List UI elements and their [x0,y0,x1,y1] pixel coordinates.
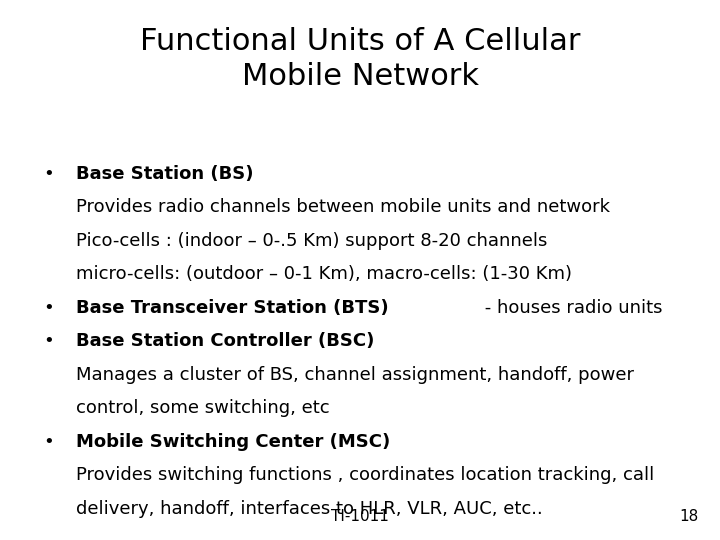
Text: •: • [43,299,54,316]
Text: Functional Units of A Cellular
Mobile Network: Functional Units of A Cellular Mobile Ne… [140,27,580,91]
Text: Manages a cluster of BS, channel assignment, handoff, power: Manages a cluster of BS, channel assignm… [76,366,634,383]
Text: - houses radio units: - houses radio units [479,299,662,316]
Text: micro-cells: (outdoor – 0-1 Km), macro-cells: (1-30 Km): micro-cells: (outdoor – 0-1 Km), macro-c… [76,265,572,283]
Text: Base Station (BS): Base Station (BS) [76,165,253,183]
Text: •: • [43,433,54,450]
Text: •: • [43,332,54,350]
Text: delivery, handoff, interfaces to HLR, VLR, AUC, etc..: delivery, handoff, interfaces to HLR, VL… [76,500,542,517]
Text: Pico-cells : (indoor – 0-.5 Km) support 8-20 channels: Pico-cells : (indoor – 0-.5 Km) support … [76,232,547,249]
Text: TI-1011: TI-1011 [331,509,389,524]
Text: 18: 18 [679,509,698,524]
Text: Provides switching functions , coordinates location tracking, call: Provides switching functions , coordinat… [76,466,654,484]
Text: Base Transceiver Station (BTS): Base Transceiver Station (BTS) [76,299,388,316]
Text: •: • [43,165,54,183]
Text: Mobile Switching Center (MSC): Mobile Switching Center (MSC) [76,433,390,450]
Text: Base Station Controller (BSC): Base Station Controller (BSC) [76,332,374,350]
Text: control, some switching, etc: control, some switching, etc [76,399,329,417]
Text: Provides radio channels between mobile units and network: Provides radio channels between mobile u… [76,198,610,216]
